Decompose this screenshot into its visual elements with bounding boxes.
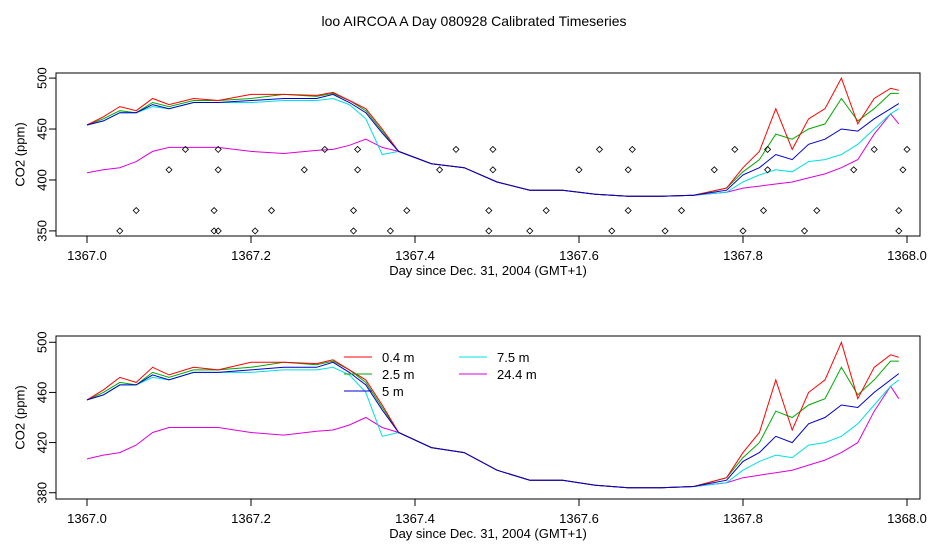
data-marker bbox=[436, 166, 444, 174]
x-tick-label: 1367.2 bbox=[231, 248, 271, 263]
legend-entry: 0.4 m bbox=[382, 350, 415, 365]
data-marker bbox=[354, 166, 362, 174]
data-marker bbox=[267, 206, 276, 215]
data-marker bbox=[895, 227, 903, 235]
y-tick-label: 500 bbox=[35, 331, 50, 353]
data-marker bbox=[764, 145, 772, 153]
data-marker bbox=[485, 227, 493, 235]
top-panel: 1367.0 1367.2 1367.4 1367.6 1367.8 1368.0 350 4… bbox=[13, 67, 927, 278]
data-marker bbox=[321, 145, 329, 153]
x-tick-label: 1367.0 bbox=[67, 511, 107, 526]
data-marker bbox=[850, 166, 858, 174]
y-tick-label: 500 bbox=[35, 67, 50, 89]
y-tick-label: 420 bbox=[35, 432, 50, 454]
data-marker bbox=[542, 206, 550, 215]
data-marker bbox=[386, 227, 394, 235]
figure-title: loo AIRCOA A Day 080928 Calibrated Times… bbox=[321, 13, 626, 29]
legend-entry: 5 m bbox=[382, 384, 404, 399]
data-marker bbox=[710, 166, 718, 174]
data-marker bbox=[595, 145, 604, 153]
data-marker bbox=[132, 206, 140, 215]
data-marker bbox=[214, 166, 222, 174]
data-marker bbox=[489, 166, 497, 174]
x-tick-label: 1367.4 bbox=[395, 248, 435, 263]
series-line bbox=[86, 360, 899, 489]
data-marker bbox=[251, 227, 259, 235]
x-tick-label: 1367.6 bbox=[559, 248, 599, 263]
data-marker bbox=[485, 206, 493, 215]
legend-entry: 24.4 m bbox=[497, 367, 537, 382]
data-marker bbox=[764, 166, 772, 174]
x-tick-label: 1367.8 bbox=[723, 511, 763, 526]
data-marker bbox=[489, 145, 497, 153]
data-marker bbox=[403, 206, 411, 215]
x-axis-label: Day since Dec. 31, 2004 (GMT+1) bbox=[389, 526, 587, 541]
data-marker bbox=[870, 145, 878, 153]
y-axis-label: CO2 (ppm) bbox=[13, 122, 28, 186]
series-line bbox=[86, 340, 899, 489]
data-marker bbox=[731, 145, 739, 153]
data-marker bbox=[349, 227, 358, 235]
data-marker bbox=[214, 227, 222, 235]
y-axis-label: CO2 (ppm) bbox=[13, 385, 28, 449]
data-marker bbox=[526, 227, 534, 235]
x-tick-label: 1368.0 bbox=[887, 511, 927, 526]
y-tick-label: 460 bbox=[35, 382, 50, 404]
legend-entry: 7.5 m bbox=[497, 350, 530, 365]
data-marker bbox=[903, 145, 911, 153]
data-marker bbox=[628, 145, 636, 153]
data-marker bbox=[181, 145, 189, 153]
data-marker bbox=[214, 145, 222, 153]
data-marker bbox=[116, 227, 124, 235]
data-marker bbox=[800, 227, 809, 235]
data-marker bbox=[895, 206, 903, 215]
data-marker bbox=[624, 166, 632, 174]
x-tick-label: 1367.8 bbox=[723, 248, 763, 263]
data-marker bbox=[349, 206, 358, 215]
plot-frame bbox=[55, 335, 921, 500]
data-marker bbox=[899, 166, 907, 174]
legend-entry: 2.5 m bbox=[382, 367, 415, 382]
x-tick-label: 1368.0 bbox=[887, 248, 927, 263]
x-tick-label: 1367.2 bbox=[231, 511, 271, 526]
y-tick-label: 380 bbox=[35, 482, 50, 504]
series-line bbox=[86, 92, 899, 197]
data-marker bbox=[759, 206, 768, 215]
x-axis-label: Day since Dec. 31, 2004 (GMT+1) bbox=[389, 263, 587, 278]
data-marker bbox=[575, 166, 583, 174]
data-marker bbox=[677, 206, 686, 215]
data-marker bbox=[608, 227, 616, 235]
data-marker bbox=[739, 227, 747, 235]
data-marker bbox=[300, 166, 308, 174]
x-tick-label: 1367.4 bbox=[395, 511, 435, 526]
data-marker bbox=[165, 166, 173, 174]
data-marker bbox=[210, 206, 218, 215]
x-tick-label: 1367.0 bbox=[67, 248, 107, 263]
y-tick-label: 400 bbox=[35, 169, 50, 191]
data-marker bbox=[354, 145, 362, 153]
data-marker bbox=[661, 227, 669, 235]
y-tick-label: 450 bbox=[35, 118, 50, 140]
plot-frame bbox=[55, 72, 921, 237]
bottom-panel: 1367.0 1367.2 1367.4 1367.6 1367.8 1368.0 380 4… bbox=[13, 331, 927, 541]
data-marker bbox=[624, 206, 632, 215]
series-line bbox=[86, 76, 899, 197]
y-tick-label: 350 bbox=[35, 220, 50, 242]
data-marker bbox=[452, 145, 460, 153]
series-line bbox=[86, 93, 900, 197]
data-marker bbox=[210, 227, 218, 235]
series-line bbox=[86, 361, 900, 489]
data-marker bbox=[813, 206, 821, 215]
x-tick-label: 1367.6 bbox=[559, 511, 599, 526]
